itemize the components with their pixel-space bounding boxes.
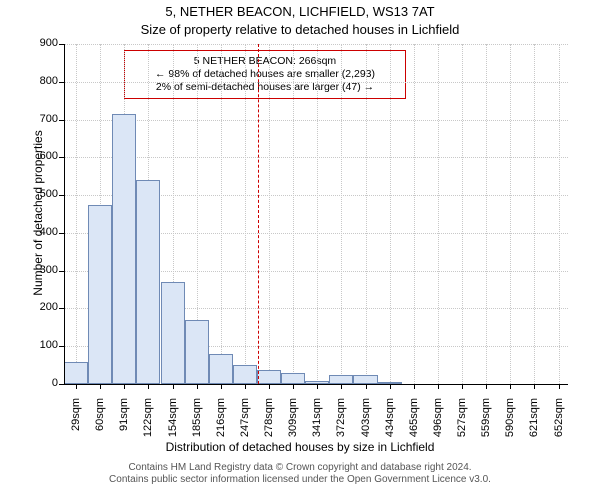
ytick-label: 800 — [30, 75, 58, 87]
ytick-label: 700 — [30, 113, 58, 125]
x-axis-line — [64, 384, 568, 385]
histogram-bar — [209, 354, 233, 384]
gridline-v — [438, 44, 440, 384]
xtick-label: 559sqm — [480, 398, 492, 448]
xtick-label: 216sqm — [215, 398, 227, 448]
histogram-bar — [185, 320, 209, 384]
gridline-v — [534, 44, 536, 384]
xtick-label: 185sqm — [191, 398, 203, 448]
xtick-label: 91sqm — [118, 398, 130, 448]
y-axis-label: Number of detached properties — [31, 103, 45, 323]
ytick-label: 400 — [30, 226, 58, 238]
xtick-label: 403sqm — [360, 398, 372, 448]
gridline-v — [76, 44, 78, 384]
ytick-label: 100 — [30, 339, 58, 351]
xtick-label: 590sqm — [504, 398, 516, 448]
reference-line — [258, 44, 259, 384]
histogram-bar — [233, 365, 257, 384]
ytick-label: 500 — [30, 188, 58, 200]
footer-line-2: Contains public sector information licen… — [0, 474, 600, 486]
xtick-label: 527sqm — [456, 398, 468, 448]
chart-root: 5, NETHER BEACON, LICHFIELD, WS13 7AT Si… — [0, 0, 600, 500]
page-title-line1: 5, NETHER BEACON, LICHFIELD, WS13 7AT — [0, 4, 600, 19]
ytick-label: 900 — [30, 37, 58, 49]
info-line-1: 5 NETHER BEACON: 266sqm — [131, 55, 399, 68]
gridline-v — [317, 44, 319, 384]
histogram-bar — [136, 180, 160, 384]
footer: Contains HM Land Registry data © Crown c… — [0, 462, 600, 486]
xtick-label: 60sqm — [94, 398, 106, 448]
xtick-label: 652sqm — [553, 398, 565, 448]
xtick-label: 122sqm — [142, 398, 154, 448]
histogram-bar — [281, 373, 305, 384]
xtick-label: 341sqm — [311, 398, 323, 448]
xtick-label: 434sqm — [384, 398, 396, 448]
info-line-2: ← 98% of detached houses are smaller (2,… — [131, 68, 399, 81]
gridline-v — [510, 44, 512, 384]
xtick-label: 154sqm — [167, 398, 179, 448]
gridline-v — [341, 44, 343, 384]
footer-line-1: Contains HM Land Registry data © Crown c… — [0, 462, 600, 474]
gridline-v — [366, 44, 368, 384]
page-title-line2: Size of property relative to detached ho… — [0, 22, 600, 37]
gridline-h — [64, 44, 568, 46]
xtick-label: 465sqm — [408, 398, 420, 448]
gridline-v — [269, 44, 271, 384]
ytick-label: 200 — [30, 301, 58, 313]
xtick-label: 372sqm — [335, 398, 347, 448]
gridline-h — [64, 82, 568, 84]
xtick-label: 496sqm — [432, 398, 444, 448]
gridline-v — [486, 44, 488, 384]
gridline-v — [390, 44, 392, 384]
histogram-bar — [88, 205, 112, 384]
histogram-bar — [329, 375, 353, 384]
xtick-label: 621sqm — [528, 398, 540, 448]
gridline-v — [245, 44, 247, 384]
histogram-bar — [112, 114, 136, 384]
gridline-v — [221, 44, 223, 384]
histogram-bar — [64, 362, 88, 384]
xtick-label: 309sqm — [287, 398, 299, 448]
info-box: 5 NETHER BEACON: 266sqm ← 98% of detache… — [124, 50, 406, 99]
ytick-label: 600 — [30, 150, 58, 162]
xtick-label: 278sqm — [263, 398, 275, 448]
ytick-label: 300 — [30, 264, 58, 276]
xtick-label: 247sqm — [239, 398, 251, 448]
gridline-h — [64, 157, 568, 159]
gridline-v — [462, 44, 464, 384]
histogram-bar — [353, 375, 377, 384]
gridline-v — [293, 44, 295, 384]
gridline-v — [414, 44, 416, 384]
histogram-bar — [161, 282, 185, 384]
histogram-bar — [257, 370, 281, 384]
ytick-label: 0 — [30, 377, 58, 389]
xtick-label: 29sqm — [70, 398, 82, 448]
gridline-v — [559, 44, 561, 384]
y-axis-line — [64, 44, 65, 384]
gridline-h — [64, 120, 568, 122]
